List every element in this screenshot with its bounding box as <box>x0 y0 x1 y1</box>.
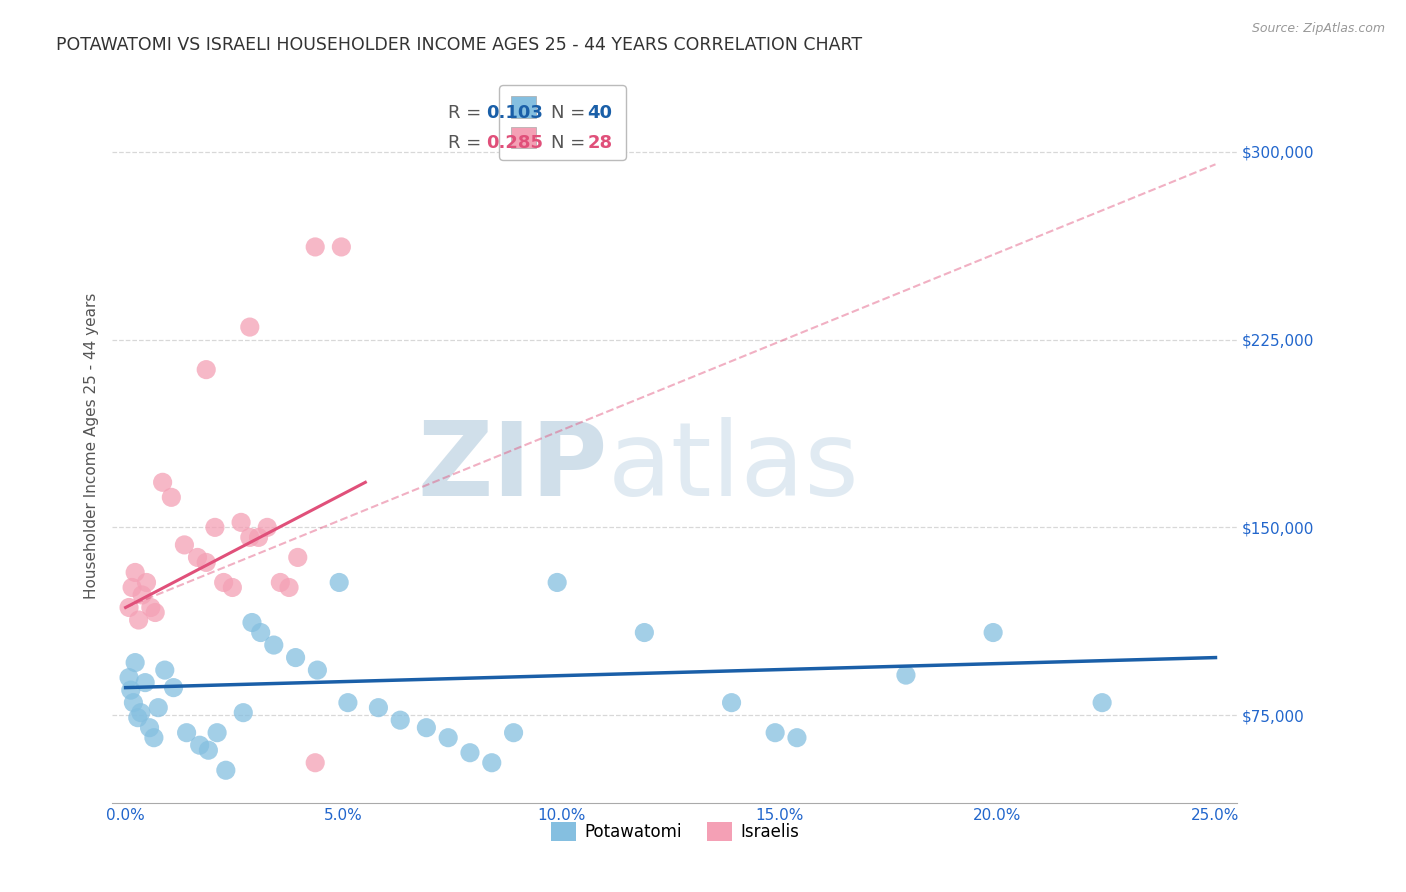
Point <box>173 538 195 552</box>
Point <box>139 600 162 615</box>
Point <box>633 625 655 640</box>
Text: POTAWATOMI VS ISRAELI HOUSEHOLDER INCOME AGES 25 - 44 YEARS CORRELATION CHART: POTAWATOMI VS ISRAELI HOUSEHOLDER INCOME… <box>56 36 862 54</box>
Point <box>135 575 157 590</box>
Text: N =: N = <box>551 103 591 121</box>
Point <box>239 320 262 334</box>
Point <box>307 663 329 677</box>
Point <box>249 625 271 640</box>
Text: 0.285: 0.285 <box>486 134 543 152</box>
Point <box>239 530 262 544</box>
Point <box>120 683 142 698</box>
Point <box>263 638 285 652</box>
Point <box>215 764 238 778</box>
Point <box>142 731 165 745</box>
Point <box>336 696 359 710</box>
Point <box>284 650 307 665</box>
Point <box>124 566 146 580</box>
Point <box>129 706 152 720</box>
Point <box>458 746 481 760</box>
Point <box>720 696 742 710</box>
Point <box>278 581 301 595</box>
Point <box>304 756 326 770</box>
Point <box>134 675 156 690</box>
Point <box>195 556 218 570</box>
Point <box>128 613 150 627</box>
Point <box>330 240 353 254</box>
Point <box>437 731 460 745</box>
Point <box>1091 696 1114 710</box>
Point <box>148 700 170 714</box>
Point <box>122 696 145 710</box>
Point <box>328 575 350 590</box>
Point <box>240 615 263 630</box>
Point <box>143 606 166 620</box>
Point <box>212 575 235 590</box>
Legend: Potawatomi, Israelis: Potawatomi, Israelis <box>544 815 806 848</box>
Text: Source: ZipAtlas.com: Source: ZipAtlas.com <box>1251 22 1385 36</box>
Point <box>186 550 208 565</box>
Point <box>131 588 153 602</box>
Point <box>205 725 228 739</box>
Point <box>162 681 184 695</box>
Point <box>981 625 1004 640</box>
Point <box>256 520 278 534</box>
Point <box>160 491 183 505</box>
Point <box>786 731 808 745</box>
Point <box>367 700 389 714</box>
Point <box>204 520 226 534</box>
Text: 40: 40 <box>588 103 612 121</box>
Point <box>221 581 243 595</box>
Point <box>118 600 141 615</box>
Text: R =: R = <box>447 103 486 121</box>
Point <box>481 756 503 770</box>
Text: 28: 28 <box>588 134 612 152</box>
Text: N =: N = <box>551 134 591 152</box>
Point <box>127 711 149 725</box>
Point <box>197 743 219 757</box>
Point <box>287 550 309 565</box>
Point <box>152 475 174 490</box>
Text: ZIP: ZIP <box>418 417 607 518</box>
Point <box>389 713 412 727</box>
Point <box>176 725 198 739</box>
Point <box>153 663 176 677</box>
Point <box>195 362 218 376</box>
Point <box>269 575 291 590</box>
Y-axis label: Householder Income Ages 25 - 44 years: Householder Income Ages 25 - 44 years <box>83 293 98 599</box>
Point <box>502 725 524 739</box>
Point <box>121 581 143 595</box>
Point <box>124 656 146 670</box>
Point <box>304 240 326 254</box>
Point <box>415 721 437 735</box>
Point <box>894 668 917 682</box>
Text: atlas: atlas <box>607 417 859 518</box>
Point <box>247 530 270 544</box>
Point <box>546 575 568 590</box>
Point <box>118 671 141 685</box>
Point <box>232 706 254 720</box>
Text: 0.103: 0.103 <box>486 103 543 121</box>
Point <box>188 738 211 752</box>
Point <box>763 725 786 739</box>
Point <box>229 516 252 530</box>
Text: R =: R = <box>447 134 486 152</box>
Point <box>138 721 160 735</box>
